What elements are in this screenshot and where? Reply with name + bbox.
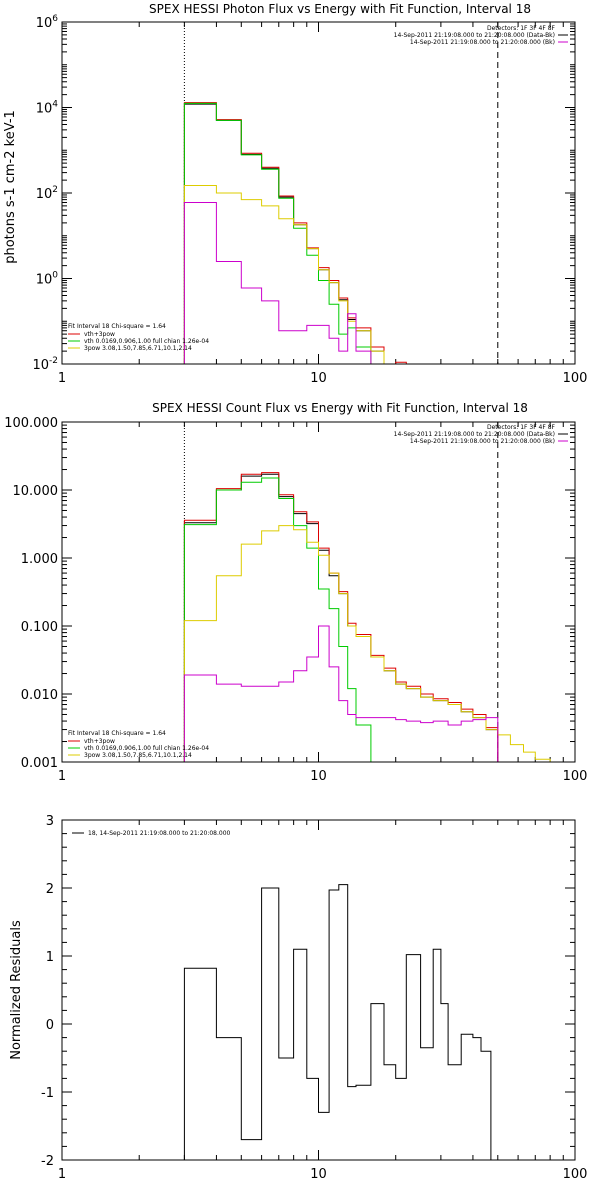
series-line-0 [183,884,492,1160]
y-tick-label: 104 [36,100,59,117]
panel1-tick-labels: 1 10 100 10-2 100 102 104 106 [32,14,587,386]
panel3-legend-label: 18, 14-Sep-2011 21:19:08.000 to 21:20:08… [88,830,231,837]
series-line-0 [183,103,498,365]
panel1-legend-3pow: 3pow 3.08,1.50,7.85,6.71,10.1,2.14 [84,345,192,352]
x-tick-label: 100 [563,769,588,784]
x-tick-label: 10 [310,371,327,386]
x-tick-label: 1 [58,371,66,386]
panel2-frame [61,421,576,763]
series-line-4 [183,625,499,762]
y-tick-label: 1 [46,950,54,965]
y-tick-label: -1 [41,1086,54,1101]
panel1-legend-bottom-left: Fit Interval 18 Chi-square = 1.64 vth+3p… [68,323,209,352]
panel2-series [183,472,564,763]
panel1-ylabel: photons s-1 cm-2 keV-1 [3,110,18,264]
y-tick-label: 100.000 [4,416,58,431]
panel2-legend-data: 14-Sep-2011 21:19:08.000 to 21:20:08.000… [394,431,555,438]
panel2-legend-bottom-left: Fit Interval 18 Chi-square = 1.64 vth+3p… [68,730,209,759]
series-line-1 [183,102,498,365]
series-line-4 [183,202,498,365]
panel3-ylabel: Normalized Residuals [9,920,24,1060]
panel1-legend-detectors: Detectors: 1F 3F 4F 8F [487,25,556,32]
panel1-ticks [61,22,575,365]
panel2-legend-3pow: 3pow 3.08,1.50,7.85,6.71,10.1,2.14 [84,752,192,759]
panel1-legend-vth3pow: vth+3pow [84,331,115,338]
panel3-tick-labels: 1 10 100 -2 -1 0 1 2 3 [41,814,587,1182]
y-tick-label: 10-2 [32,356,58,373]
y-tick-label: 10.000 [13,484,59,499]
series-line-0 [183,473,499,762]
panel2-legend-detectors: Detectors: 1F 3F 4F 8F [487,424,556,431]
x-tick-label: 10 [310,769,327,784]
panel1-series [183,102,524,365]
series-line-2 [183,102,372,364]
panel3-legend: 18, 14-Sep-2011 21:19:08.000 to 21:20:08… [72,830,231,837]
y-tick-label: -2 [41,1154,54,1169]
panel3-series [183,884,492,1160]
panel1-frame [61,21,576,365]
panel2-tick-labels: 1 10 100 0.001 0.010 0.100 1.000 10.000 100.000 [4,416,587,784]
panel2-legend-top-right: Detectors: 1F 3F 4F 8F 14-Sep-2011 21:19… [394,424,568,445]
y-tick-label: 2 [46,882,54,897]
y-tick-label: 0.001 [21,756,58,771]
y-tick-label: 0.010 [21,688,58,703]
series-line-2 [183,477,384,763]
panel2-legend-vth: vth 0.0169,0.906,1.00 full chian 1.26e-0… [84,745,209,752]
panel2-legend-bk: 14-Sep-2011 21:19:08.000 to 21:20:08.000… [410,438,555,445]
y-tick-label: 100 [36,271,59,288]
panel3-ticks [61,820,575,1161]
x-tick-label: 1 [58,1167,66,1182]
panel1-legend-vth: vth 0.0169,0.906,1.00 full chian 1.26e-0… [84,338,209,345]
x-tick-label: 100 [563,371,588,386]
panel1-legend-top-right: Detectors: 1F 3F 4F 8F 14-Sep-2011 21:19… [394,25,568,46]
series-line-3 [183,185,524,365]
y-tick-label: 0.100 [21,620,58,635]
panel3-frame [61,819,576,1161]
y-tick-label: 106 [36,14,59,31]
x-tick-label: 1 [58,769,66,784]
y-tick-label: 1.000 [21,552,58,567]
panel1-legend-data: 14-Sep-2011 21:19:08.000 to 21:20:08.000… [394,32,555,39]
panel-count-flux: SPEX HESSI Count Flux vs Energy with Fit… [4,401,587,784]
y-tick-label: 102 [36,185,58,202]
panel-photon-flux: SPEX HESSI Photon Flux vs Energy with Fi… [3,2,587,386]
x-tick-label: 10 [310,1167,327,1182]
series-line-3 [183,525,564,763]
x-tick-label: 100 [563,1167,588,1182]
panel2-vlines [183,422,499,762]
y-tick-label: 0 [46,1018,54,1033]
series-line-1 [183,472,499,762]
panel1-title: SPEX HESSI Photon Flux vs Energy with Fi… [149,2,531,16]
y-tick-label: 3 [46,814,54,829]
panel2-title: SPEX HESSI Count Flux vs Energy with Fit… [152,401,528,415]
panel-residuals: Normalized Residuals 1 10 100 -2 -1 0 1 2 3 18, … [9,814,587,1182]
panel2-legend-fit: Fit Interval 18 Chi-square = 1.64 [68,730,166,737]
panel1-legend-fit: Fit Interval 18 Chi-square = 1.64 [68,323,166,330]
panel2-legend-vth3pow: vth+3pow [84,738,115,745]
panel1-legend-bk: 14-Sep-2011 21:19:08.000 to 21:20:08.000… [410,39,555,46]
